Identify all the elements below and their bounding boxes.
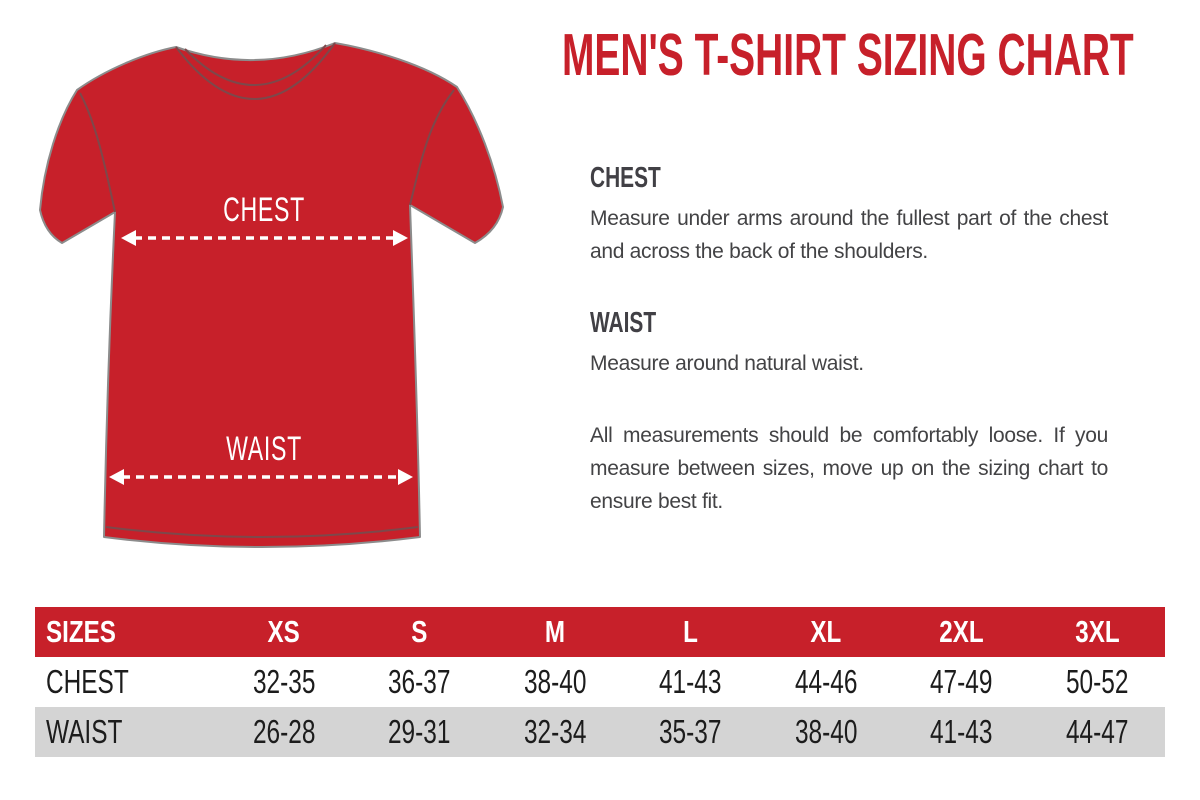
table-cell: 32-35: [252, 663, 316, 700]
chest-section-body: Measure under arms around the fullest pa…: [590, 207, 1108, 263]
table-cell: 50-52: [1065, 663, 1129, 700]
table-cell: 38-40: [794, 713, 858, 750]
table-cell: 26-28: [252, 713, 316, 750]
chest-arrow-left-head: [121, 230, 136, 246]
row-label-cell: CHEST: [46, 663, 129, 700]
table-cell: 32-34: [523, 713, 587, 750]
page-title: MEN'S T-SHIRT SIZING CHART: [562, 22, 1134, 88]
collar-inner-line: [184, 44, 327, 86]
chest-instructions-section: CHEST Measure under arms around the full…: [590, 164, 1108, 268]
table-header-cell: XL: [810, 614, 842, 649]
tshirt-body-shape: [39, 42, 504, 548]
waist-section-body: Measure around natural waist.: [590, 352, 864, 375]
right-sleeve-seam: [409, 89, 455, 206]
chest-label: CHEST: [223, 192, 305, 229]
tshirt-illustration: CHEST WAIST: [39, 42, 504, 548]
waist-measurement-arrow: WAIST: [109, 431, 413, 485]
waist-section-heading: WAIST: [590, 307, 657, 339]
table-cell: 41-43: [659, 663, 722, 700]
collar-outer-line: [175, 42, 336, 100]
table-cell: 41-43: [930, 713, 993, 750]
table-cell: 47-49: [930, 663, 993, 700]
table-header-cell: 3XL: [1075, 614, 1120, 649]
table-cell: 44-46: [794, 663, 858, 700]
table-header-cell: M: [544, 614, 565, 649]
waist-instructions-section: WAIST Measure around natural waist.: [590, 309, 1108, 380]
table-header-cell: SIZES: [46, 614, 116, 649]
waist-arrow-right-head: [398, 469, 413, 485]
table-header-cell: L: [683, 614, 698, 649]
chest-measurement-arrow: CHEST: [121, 192, 408, 246]
hem-stitch-line: [105, 526, 419, 538]
table-header-cell: 2XL: [939, 614, 984, 649]
left-sleeve-seam: [79, 92, 116, 213]
table-cell: 35-37: [659, 713, 722, 750]
table-cell: 38-40: [523, 663, 587, 700]
size-table: SIZES XS S M L XL 2XL 3XL CHEST 32-35 36…: [35, 607, 1165, 757]
table-cell: 36-37: [388, 663, 451, 700]
table-header-cell: S: [411, 614, 428, 649]
waist-label: WAIST: [226, 431, 302, 468]
size-table-waist-row: WAIST 26-28 29-31 32-34 35-37 38-40 41-4…: [35, 707, 1165, 757]
table-header-cell: XS: [267, 614, 300, 649]
chest-section-heading: CHEST: [590, 162, 661, 194]
table-cell: 29-31: [388, 713, 451, 750]
chest-arrow-right-head: [393, 230, 408, 246]
size-table-chest-row: CHEST 32-35 36-37 38-40 41-43 44-46 47-4…: [35, 657, 1165, 707]
waist-arrow-left-head: [109, 469, 124, 485]
row-label-cell: WAIST: [46, 713, 123, 750]
size-table-header-row: SIZES XS S M L XL 2XL 3XL: [35, 607, 1165, 657]
fit-note-text: All measurements should be comfortably l…: [590, 424, 1108, 513]
table-cell: 44-47: [1065, 713, 1129, 750]
fit-note-section: All measurements should be comfortably l…: [590, 419, 1108, 518]
tshirt-seam-lines: [79, 42, 455, 538]
